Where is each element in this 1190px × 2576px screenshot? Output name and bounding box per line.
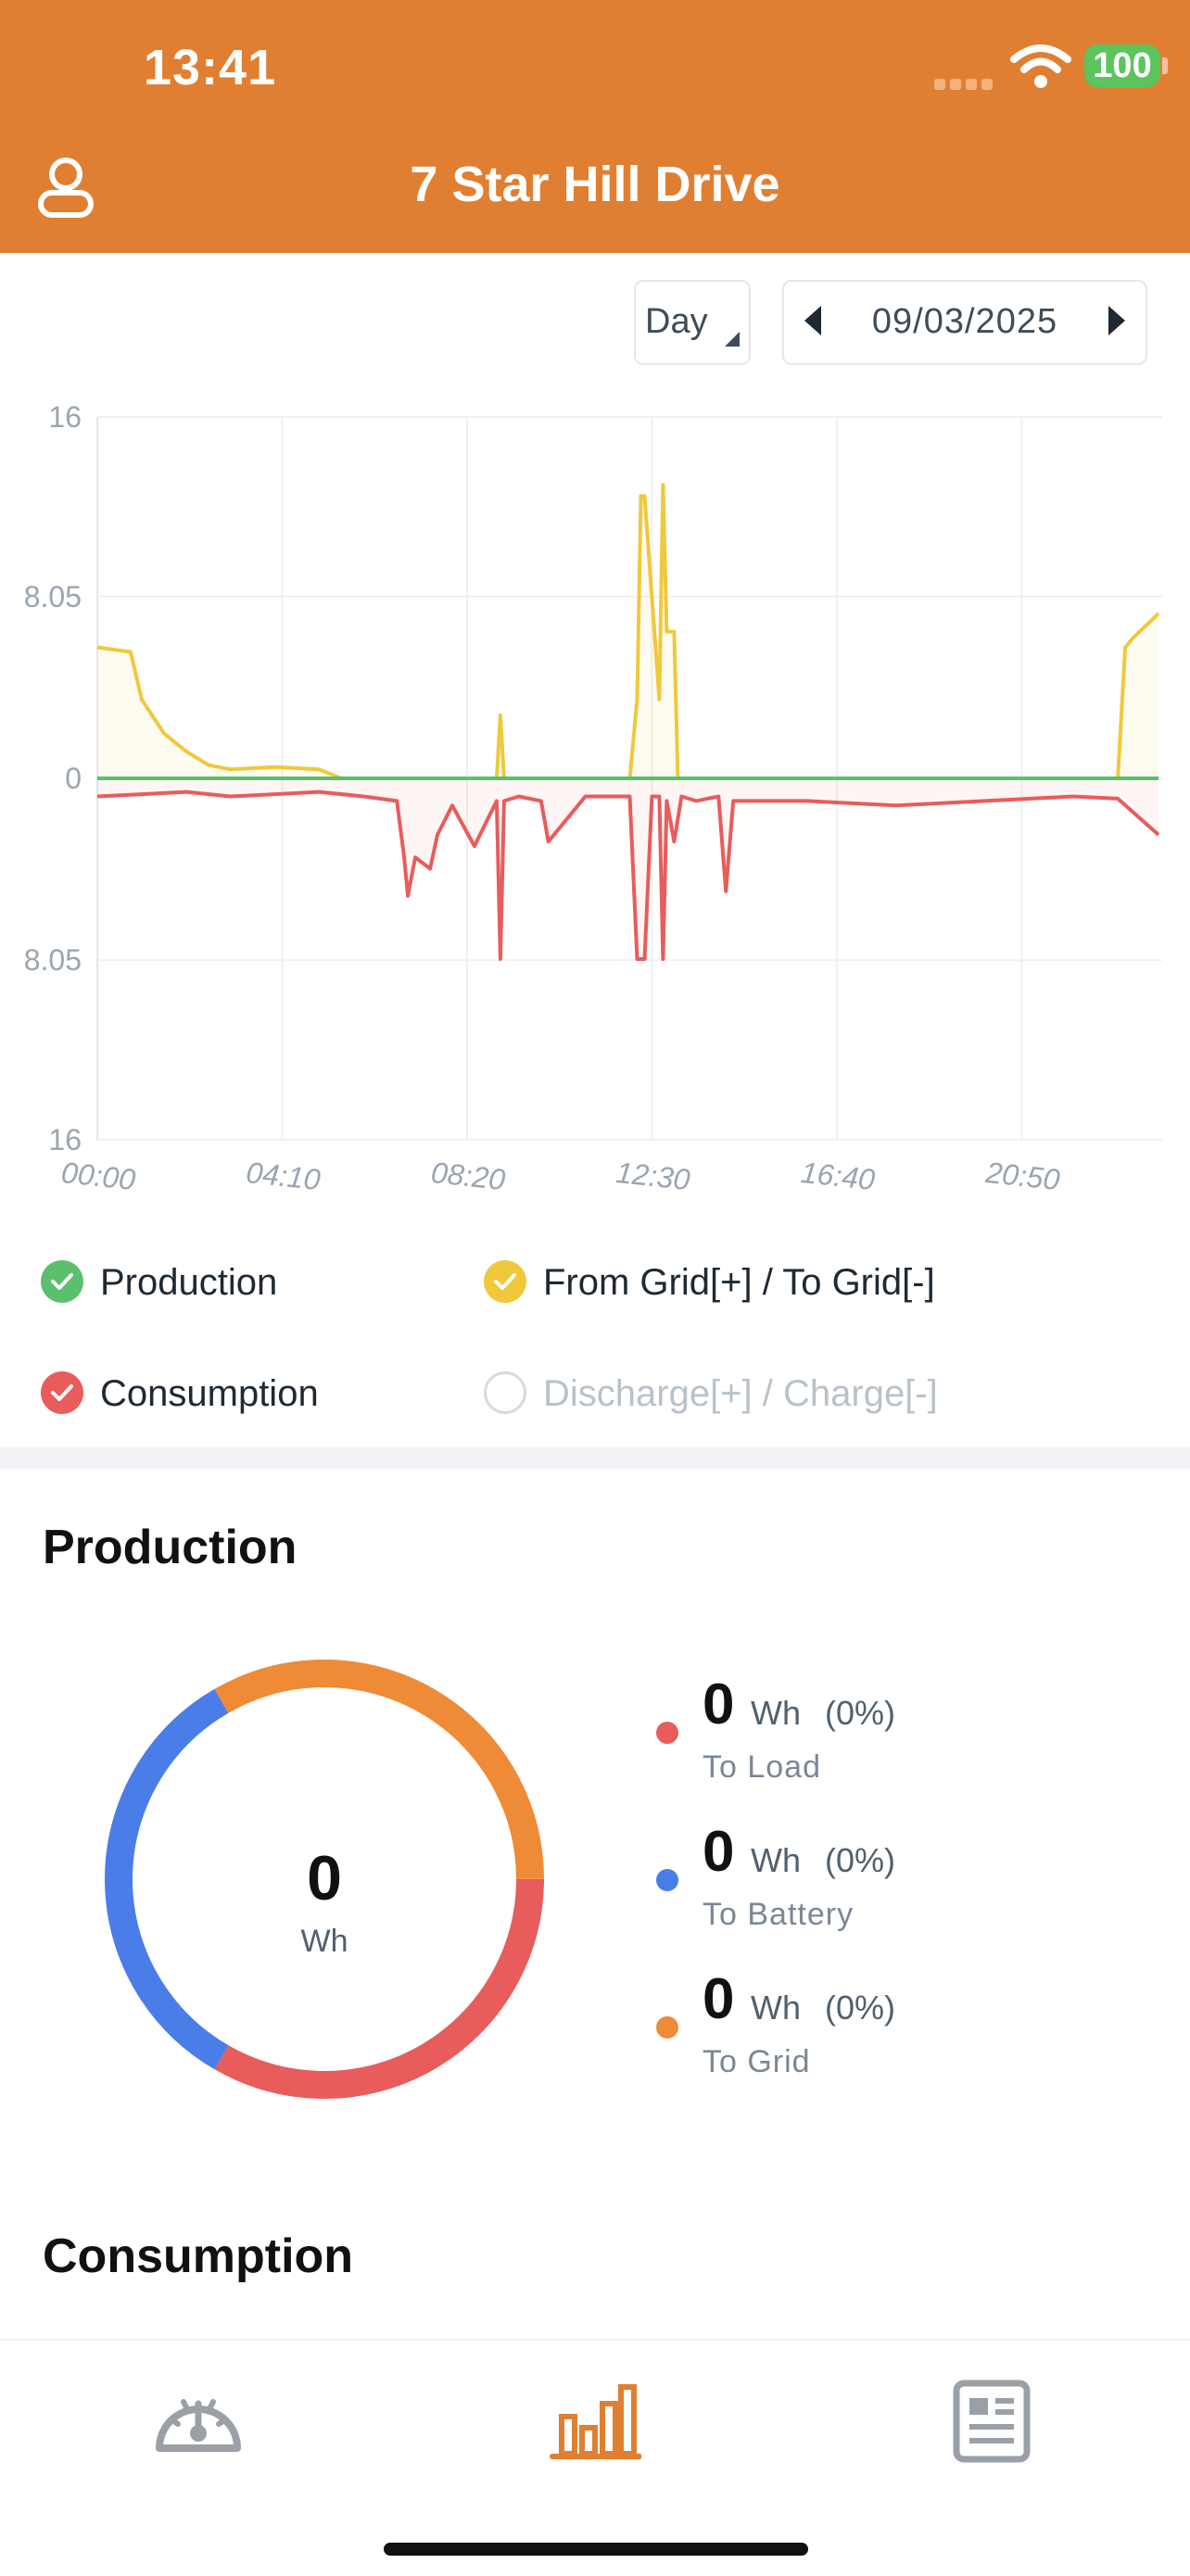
donut-segment xyxy=(214,1660,544,1879)
y-tick-label: 0 xyxy=(65,762,82,795)
y-tick-label: 16 xyxy=(48,400,82,434)
status-indicators: 100 xyxy=(819,35,1190,100)
unchecked-circle-icon xyxy=(484,1371,526,1414)
stat-color-dot xyxy=(656,1869,678,1891)
legend-item[interactable]: Discharge[+] / Charge[-] xyxy=(484,1368,1133,1418)
stat-value: 0 xyxy=(703,1820,735,1884)
legend-label: Production xyxy=(100,1262,278,1303)
x-tick-label: 04:10 xyxy=(245,1155,323,1196)
consumption-section-title: Consumption xyxy=(43,2229,354,2283)
page-title: 7 Star Hill Drive xyxy=(410,157,780,212)
x-tick-label: 20:50 xyxy=(983,1155,1062,1196)
date-value[interactable]: 09/03/2025 xyxy=(871,302,1058,341)
check-circle-icon xyxy=(41,1371,83,1414)
production-stat-row: 0 Wh (0%) To Load xyxy=(656,1672,1157,1801)
series-area xyxy=(97,485,1159,778)
legend-item[interactable]: From Grid[+] / To Grid[-] xyxy=(484,1256,1133,1307)
stat-percent: (0%) xyxy=(825,1841,896,1879)
donut-segment xyxy=(105,1688,229,2070)
stat-color-dot xyxy=(656,1722,678,1744)
stat-unit: Wh xyxy=(751,1841,801,1879)
x-tick-label: 16:40 xyxy=(799,1155,877,1196)
check-circle-icon xyxy=(484,1260,526,1303)
user-icon[interactable] xyxy=(37,156,95,219)
y-tick-label: 16 xyxy=(48,1123,82,1156)
chevron-left-icon[interactable] xyxy=(804,306,821,335)
stat-label: To Load xyxy=(703,1749,821,1785)
battery-indicator: 100 xyxy=(1084,44,1160,87)
legend-item[interactable]: Consumption xyxy=(41,1368,690,1418)
period-select-value: Day xyxy=(645,302,708,341)
date-picker: 09/03/2025 xyxy=(782,280,1147,365)
legend-label: Discharge[+] / Charge[-] xyxy=(543,1373,938,1414)
series-line-consumption xyxy=(96,789,1160,961)
series-line-from-grid-to-grid xyxy=(96,483,1160,780)
x-tick-label: 08:20 xyxy=(429,1155,507,1196)
stat-percent: (0%) xyxy=(825,1694,896,1732)
legend-label: From Grid[+] / To Grid[-] xyxy=(543,1262,935,1303)
section-divider xyxy=(0,1447,1190,1470)
gauge-icon[interactable] xyxy=(152,2374,245,2467)
stat-label: To Battery xyxy=(703,1897,855,1932)
cellular-signal-icon xyxy=(934,78,999,90)
y-tick-label: 8.05 xyxy=(24,943,82,977)
donut-segment xyxy=(214,1878,544,2099)
stat-color-dot xyxy=(656,2016,678,2039)
production-stat-row: 0 Wh (0%) To Grid xyxy=(656,1966,1157,2096)
legend-item[interactable]: Production xyxy=(41,1256,690,1307)
production-section-title: Production xyxy=(43,1521,298,1574)
donut-total-value: 0 xyxy=(307,1843,342,1913)
check-circle-icon xyxy=(41,1260,83,1303)
stat-value: 0 xyxy=(703,1673,735,1736)
x-tick-label: 00:00 xyxy=(59,1155,137,1196)
donut-total-unit: Wh xyxy=(300,1924,348,1959)
stat-value: 0 xyxy=(703,1967,735,2031)
stat-unit: Wh xyxy=(751,1989,801,2027)
x-tick-label: 12:30 xyxy=(614,1155,692,1196)
home-indicator xyxy=(384,2543,808,2556)
bar-chart-icon[interactable] xyxy=(549,2374,641,2467)
energy-chart[interactable]: 16 8.05 0 8.05 16 00:00 04:10 08:20 12:30 16:40 20… xyxy=(0,389,1190,1205)
series-area xyxy=(97,778,1159,959)
chevron-right-icon[interactable] xyxy=(1108,306,1125,335)
stat-unit: Wh xyxy=(751,1694,801,1732)
y-tick-label: 8.05 xyxy=(24,580,82,613)
legend-label: Consumption xyxy=(100,1373,319,1414)
report-icon[interactable] xyxy=(945,2374,1038,2467)
wifi-icon xyxy=(1010,44,1071,88)
production-donut-chart xyxy=(105,1660,544,2099)
tab-bar xyxy=(0,2339,1190,2576)
dropdown-caret-icon xyxy=(725,332,740,347)
stat-label: To Grid xyxy=(703,2044,811,2079)
stat-percent: (0%) xyxy=(825,1989,896,2027)
production-stat-row: 0 Wh (0%) To Battery xyxy=(656,1819,1157,1949)
status-time: 13:41 xyxy=(144,40,277,95)
period-select[interactable]: Day xyxy=(634,280,751,365)
app-header: 13:41 100 7 Star Hill Drive xyxy=(0,0,1190,253)
battery-nub xyxy=(1162,57,1168,74)
